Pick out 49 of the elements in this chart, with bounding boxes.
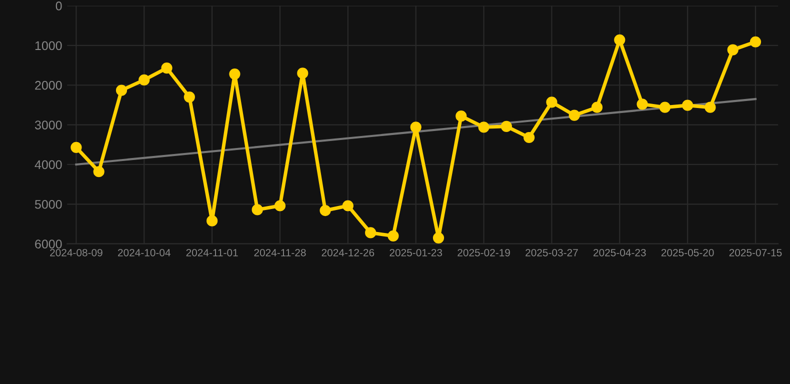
point: [500, 120, 512, 132]
point: [365, 227, 376, 238]
y-tick-label: 5000: [34, 200, 62, 209]
x-tick-label: 2025-03-27: [526, 248, 578, 256]
point: [206, 215, 218, 226]
point: [161, 62, 172, 74]
point: [70, 142, 82, 153]
point: [342, 200, 354, 212]
point: [184, 91, 195, 103]
x-tick-label: 2025-01-23: [390, 248, 442, 256]
x-tick-label: 2024-10-04: [118, 248, 170, 256]
point: [524, 132, 535, 144]
x-tick-label: 2025-05-20: [661, 248, 714, 256]
x-tick-label: 2024-12-26: [322, 248, 374, 256]
point: [636, 98, 648, 110]
point: [229, 68, 240, 80]
point: [614, 34, 626, 46]
y-tick-label: 0: [56, 2, 62, 10]
x-tick-label: 2025-04-23: [594, 248, 646, 256]
point: [478, 122, 490, 133]
point: [659, 102, 670, 113]
point: [320, 204, 331, 216]
x-tick-label: 2024-08-09: [50, 248, 102, 256]
point: [432, 232, 444, 244]
x-tick-label: 2024-11-01: [186, 248, 238, 256]
point: [456, 110, 467, 122]
point: [274, 200, 286, 212]
x-tick-label: 2025-07-15: [729, 248, 782, 256]
point: [252, 204, 263, 216]
point: [568, 110, 580, 121]
x-tick-label: 2024-11-28: [254, 248, 306, 256]
y-tick-label: 1000: [35, 41, 62, 50]
point: [704, 102, 716, 113]
point: [388, 230, 399, 242]
point: [682, 100, 694, 111]
point: [727, 44, 738, 56]
y-tick-label: 4000: [34, 160, 62, 170]
point: [750, 36, 762, 48]
point: [546, 96, 558, 108]
point: [93, 166, 104, 178]
point: [116, 84, 128, 96]
y-tick-label: 2000: [35, 80, 62, 90]
point: [138, 74, 150, 86]
x-tick-label: 2025-02-19: [458, 248, 510, 256]
point: [591, 102, 603, 113]
point: [410, 122, 422, 133]
y-tick-label: 6000: [35, 240, 62, 248]
point: [297, 68, 308, 79]
y-tick-label: 3000: [34, 120, 62, 130]
